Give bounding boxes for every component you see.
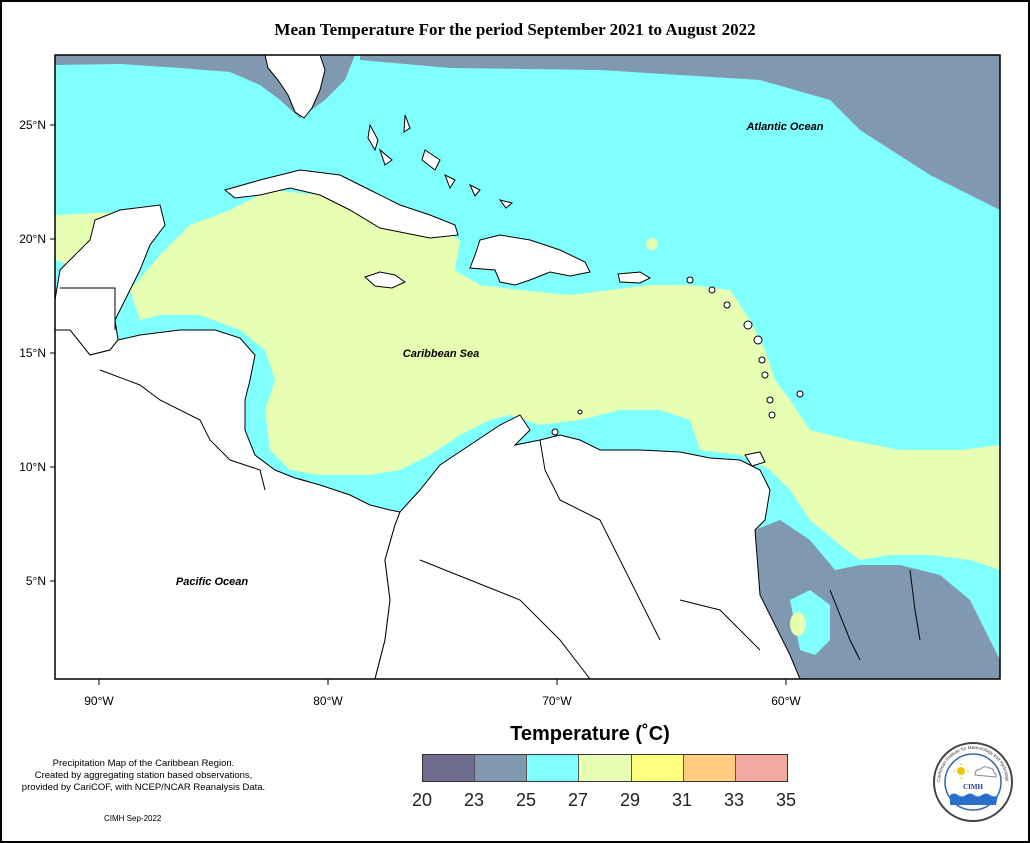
legend-break-31: 31 <box>671 790 693 810</box>
land-jamaica <box>364 271 406 289</box>
legend-break-35: 35 <box>775 790 797 810</box>
land-puerto-rico <box>617 271 652 284</box>
legend-swatch-29-31 <box>631 755 684 781</box>
lon-tick-60: 60°W <box>771 694 801 708</box>
lat-tick-5: 5°N <box>26 574 46 588</box>
legend-swatch-33-35 <box>735 755 787 781</box>
legend-swatch-20-23 <box>423 755 476 781</box>
band-27-29-caribbean <box>130 190 1000 570</box>
note-line-2: Created by aggregating station based obs… <box>34 770 253 781</box>
cimh-logo: Caribbean Institute for Meteorology and … <box>933 742 1013 822</box>
lat-tick-20: 20°N <box>19 232 46 246</box>
note-line-1: Precipitation Map of the Caribbean Regio… <box>52 758 235 769</box>
label-caribbean-sea: Caribbean Sea <box>403 348 479 360</box>
sun-icon <box>957 767 965 775</box>
lat-tick-10: 10°N <box>19 460 46 474</box>
legend-break-labels: 20 23 25 27 29 31 33 35 <box>0 790 1030 812</box>
band-23-25-atlantic <box>360 55 1000 210</box>
lat-tick-15: 15°N <box>19 346 46 360</box>
legend-swatch-23-25 <box>475 755 528 781</box>
land-trinidad <box>744 451 766 467</box>
legend-title: Temperature (˚C) <box>510 723 670 745</box>
lon-tick-90: 90°W <box>84 694 114 708</box>
legend-swatch-27-29 <box>579 755 632 781</box>
band-27-29-spot <box>646 238 658 250</box>
lon-axis: 90°W 80°W 70°W 60°W <box>84 679 801 708</box>
land-masses <box>55 55 801 679</box>
lat-tick-25: 25°N <box>19 118 46 132</box>
band-25-27-guianas <box>790 590 830 655</box>
legend-swatch-31-33 <box>683 755 736 781</box>
cloud-icon <box>974 766 997 778</box>
map-border <box>54 54 1001 680</box>
lat-axis: 25°N 20°N 15°N 10°N 5°N <box>19 118 55 588</box>
label-pacific-ocean: Pacific Ocean <box>176 576 248 588</box>
water-icon <box>950 793 998 805</box>
legend-break-27: 27 <box>567 790 589 810</box>
credit-text: CIMH Sep-2022 <box>104 814 162 823</box>
map-note: Precipitation Map of the Caribbean Regio… <box>6 758 281 794</box>
legend-swatch-25-27 <box>527 755 580 781</box>
country-borders <box>60 287 921 679</box>
map-title: Mean Temperature For the period Septembe… <box>274 20 756 39</box>
lon-tick-70: 70°W <box>542 694 572 708</box>
legend-break-29: 29 <box>619 790 641 810</box>
logo-text: CIMH <box>963 783 983 791</box>
legend-break-23: 23 <box>463 790 485 810</box>
band-27-29-guianas-spot <box>790 612 806 636</box>
lon-tick-80: 80°W <box>313 694 343 708</box>
temperature-field <box>55 55 1000 679</box>
label-atlantic-ocean: Atlantic Ocean <box>745 121 823 133</box>
legend-break-25: 25 <box>515 790 537 810</box>
land-cuba <box>223 169 459 239</box>
legend-break-20: 20 <box>411 790 433 810</box>
legend-break-33: 33 <box>723 790 745 810</box>
land-florida <box>264 55 326 119</box>
legend-color-bar <box>422 754 788 782</box>
land-hispaniola <box>469 234 591 286</box>
land-south-america <box>374 414 801 679</box>
note-line-3: provided by CariCOF, with NCEP/NCAR Rean… <box>21 782 266 793</box>
small-islands <box>367 114 804 436</box>
